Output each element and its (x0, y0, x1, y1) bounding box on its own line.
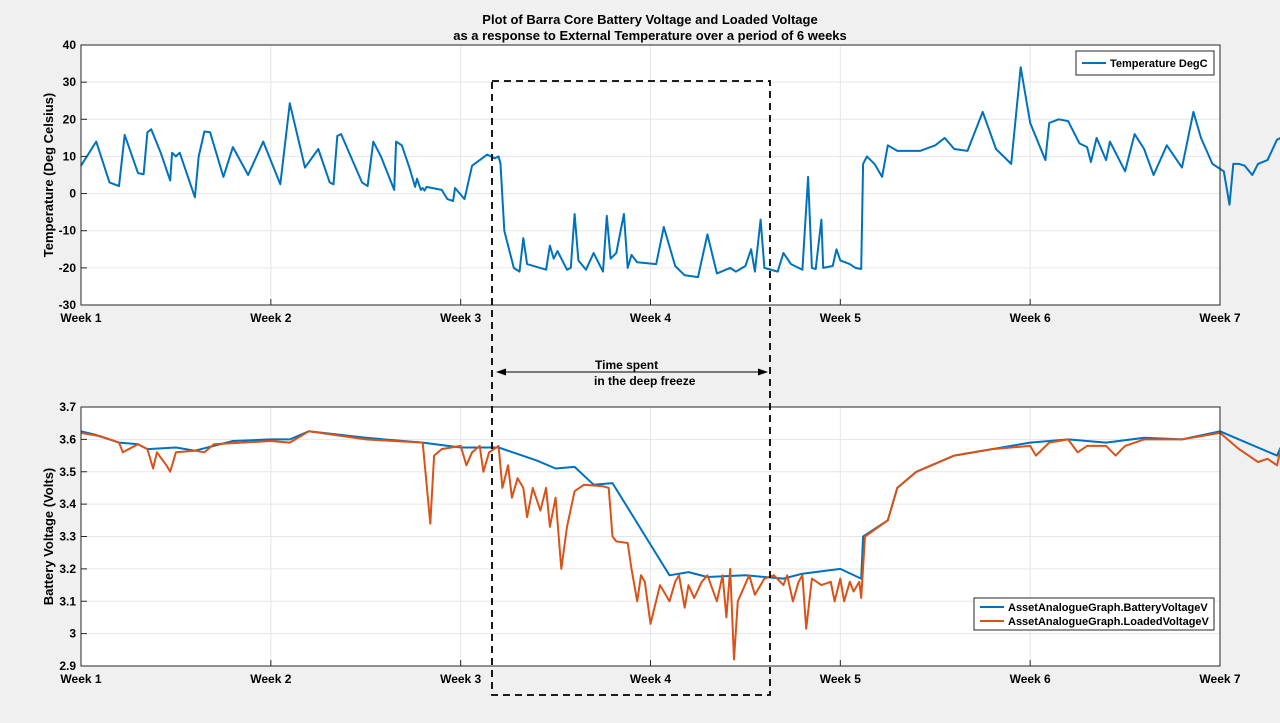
volt-y-tick-label: 3.2 (59, 562, 76, 576)
temp-y-tick-label: -10 (59, 224, 77, 238)
volt-y-tick-label: 2.9 (59, 659, 76, 673)
temp-x-tick-label: Week 6 (1010, 311, 1051, 325)
temp-y-tick-label: 20 (63, 112, 77, 126)
volt-x-tick-label: Week 5 (820, 672, 861, 686)
temp-x-tick-label: Week 2 (250, 311, 291, 325)
temperature-axes: Week 1 Week 2 Week 3 Week 4 Week 5 Week 6 Week… (41, 38, 1280, 325)
temp-legend: Temperature DegC (1075, 50, 1215, 76)
temp-legend-label: Temperature DegC (1110, 58, 1208, 70)
temp-y-tick-label: -20 (59, 261, 77, 275)
volt-legend-box (973, 597, 1215, 631)
volt-y-tick-label: 3.1 (59, 594, 76, 608)
volt-x-tick-label: Week 6 (1010, 672, 1051, 686)
volt-y-tick-label: 3.4 (59, 497, 76, 511)
volt-y-tick-label: 3.5 (59, 465, 76, 479)
volt-legend: AssetAnalogueGraph.BatteryVoltageV AssetA… (973, 597, 1215, 631)
deep-freeze-box (491, 80, 771, 696)
voltage-axes: Week 1 Week 2 Week 3 Week 4 Week 5 Week 6 Week… (41, 400, 1280, 686)
chart-title-line-2: as a response to External Temperature ov… (453, 28, 847, 43)
deep-freeze-annotation: Time spent in the deep freeze (491, 80, 771, 696)
arrow-head-left (496, 368, 506, 376)
temp-y-tick-label: 0 (69, 187, 76, 201)
temp-x-tick-label: Week 4 (630, 311, 671, 325)
temp-y-tick-label: -30 (59, 298, 77, 312)
temp-x-tick-label: Week 7 (1199, 311, 1240, 325)
temp-x-tick-label: Week 5 (820, 311, 861, 325)
volt-y-tick-label: 3.7 (59, 400, 76, 414)
annotation-line-1: Time spent (595, 358, 658, 372)
temp-series-line-1 (80, 66, 1280, 279)
volt-y-axis-label: Battery Voltage (Volts) (41, 468, 56, 605)
volt-y-tick-label: 3.6 (59, 432, 76, 446)
temp-y-tick-label: 30 (63, 75, 77, 89)
volt-y-tick-label: 3 (69, 627, 76, 641)
temp-x-tick-label: Week 1 (60, 311, 101, 325)
temp-y-axis-label: Temperature (Deg Celsius) (41, 93, 56, 257)
temp-y-tick-label: 10 (63, 149, 77, 163)
volt-x-tick-label: Week 2 (250, 672, 291, 686)
volt-x-tick-label: Week 3 (440, 672, 481, 686)
volt-legend-label: AssetAnalogueGraph.LoadedVoltageV (1008, 616, 1210, 628)
annotation-line-2: in the deep freeze (594, 374, 696, 388)
volt-x-tick-label: Week 7 (1199, 672, 1240, 686)
volt-x-tick-label: Week 1 (60, 672, 101, 686)
volt-legend-label: AssetAnalogueGraph.BatteryVoltageV (1008, 602, 1208, 614)
volt-series-line-2 (80, 430, 1280, 661)
volt-y-tick-label: 3.3 (59, 530, 76, 544)
temp-y-tick-label: 40 (63, 38, 77, 52)
chart-title-line-1: Plot of Barra Core Battery Voltage and L… (482, 12, 817, 27)
temp-x-tick-label: Week 3 (440, 311, 481, 325)
volt-x-tick-label: Week 4 (630, 672, 671, 686)
arrow-head-right (758, 368, 768, 376)
